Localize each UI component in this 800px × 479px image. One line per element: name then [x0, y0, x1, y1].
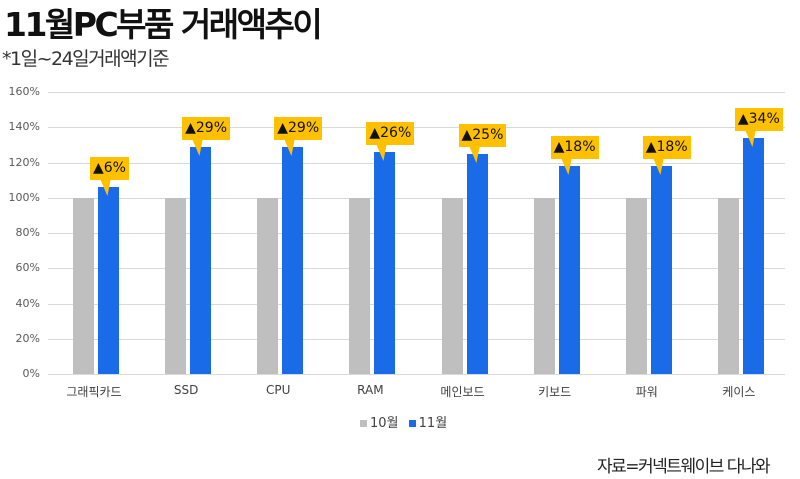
bar-oct	[257, 197, 279, 374]
callout-pointer-icon	[100, 180, 114, 197]
y-tick-label: 160%	[8, 85, 40, 98]
gridline	[48, 92, 785, 93]
callout-pointer-icon	[284, 139, 298, 156]
gridline	[48, 303, 785, 305]
callout-text: ▲6%	[93, 160, 126, 177]
change-callout: ▲18%	[642, 136, 691, 176]
callout-pointer-icon	[376, 144, 390, 161]
x-tick-label: 키보드	[538, 385, 572, 399]
legend-label-nov: 11월	[418, 416, 448, 431]
bar-oct	[441, 197, 463, 374]
callout-text: ▲25%	[461, 126, 504, 143]
change-callout: ▲6%	[90, 157, 129, 197]
x-tick-label: 파워	[635, 385, 658, 399]
change-callout: ▲25%	[458, 123, 507, 163]
gridline	[48, 127, 785, 129]
x-tick-label: SSD	[173, 383, 199, 397]
gridline	[48, 268, 785, 270]
gridline	[48, 233, 785, 234]
callout-pointer-icon	[653, 159, 667, 176]
change-callout: ▲34%	[734, 107, 783, 147]
legend-swatch-nov-icon	[408, 420, 416, 427]
callout-pointer-icon	[561, 159, 575, 176]
y-tick-label: 20%	[15, 331, 40, 345]
callout-pointer-icon	[469, 146, 482, 163]
y-tick-label: 40%	[15, 296, 40, 310]
chart-title: 11월PC부품 거래액추이	[4, 5, 323, 44]
legend-label-oct: 10월	[370, 416, 399, 431]
x-tick-label: RAM	[357, 383, 384, 397]
y-tick-label: 140%	[8, 120, 40, 134]
callout-pointer-icon	[192, 139, 206, 156]
gridline	[48, 374, 785, 375]
x-tick-label: 케이스	[722, 385, 756, 399]
bar-oct	[625, 197, 647, 374]
change-callout: ▲29%	[274, 116, 323, 156]
bar-nov	[190, 146, 212, 374]
bar-nov	[650, 166, 672, 374]
change-callout: ▲18%	[550, 136, 599, 176]
callout-pointer-icon	[745, 130, 759, 147]
bar-nov	[742, 137, 764, 374]
x-tick-label: 메인보드	[440, 385, 485, 399]
y-tick-label: 0%	[22, 367, 40, 380]
chart-subtitle: *1일~24일거래액기준	[2, 48, 170, 70]
callout-text: ▲34%	[737, 110, 780, 127]
callout-text: ▲29%	[185, 119, 228, 136]
gridline	[48, 197, 785, 199]
callout-text: ▲26%	[369, 124, 412, 141]
legend-item-nov: 11월	[408, 416, 448, 431]
gridline	[48, 162, 785, 164]
bar-oct	[73, 197, 94, 374]
y-tick-label: 80%	[15, 226, 40, 239]
gridline	[48, 338, 785, 340]
bar-nov	[374, 151, 396, 374]
bar-nov	[466, 153, 488, 374]
callout-text: ▲29%	[277, 119, 320, 136]
y-tick-label: 60%	[15, 261, 40, 275]
plot-area: ▲6% ▲29% ▲29% ▲26% ▲25% ▲18% ▲18% ▲34%	[48, 92, 785, 375]
change-callout: ▲29%	[182, 116, 231, 156]
bar-oct	[349, 197, 371, 374]
bar-oct	[533, 197, 555, 374]
legend: 10월 11월	[360, 412, 453, 431]
change-callout: ▲26%	[366, 121, 415, 161]
callout-text: ▲18%	[553, 139, 596, 156]
bar-nov	[558, 166, 580, 374]
x-tick-label: 그래픽카드	[66, 385, 122, 399]
source-note: 자료=커넥트웨이브 다나와	[597, 457, 771, 477]
legend-item-oct: 10월	[360, 416, 399, 431]
y-tick-label: 120%	[8, 155, 40, 169]
x-tick-label: CPU	[266, 383, 291, 397]
callout-text: ▲18%	[645, 139, 688, 156]
bar-nov	[98, 187, 119, 374]
bar-oct	[165, 197, 187, 374]
legend-swatch-oct-icon	[360, 420, 367, 427]
bar-nov	[282, 146, 304, 374]
bar-oct	[717, 197, 739, 374]
y-tick-label: 100%	[8, 190, 40, 204]
